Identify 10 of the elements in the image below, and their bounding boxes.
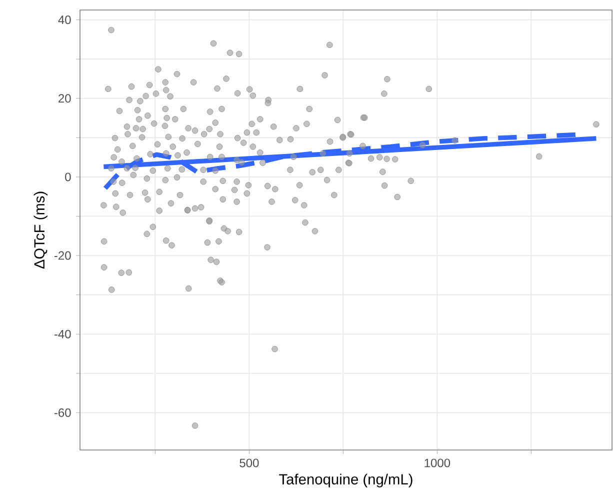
y-tick-label: -40 [54, 330, 71, 338]
x-axis-title: Tafenoquine (ng/mL) [279, 474, 412, 488]
y-tick-label: 0 [65, 172, 71, 182]
y-tick-label: -60 [54, 408, 71, 417]
x-tick-label: 500 [240, 458, 259, 468]
y-tick-label: 20 [58, 94, 71, 103]
y-axis-title: ΔQTcF (ms) [34, 192, 48, 269]
y-tick-label: -20 [54, 251, 71, 260]
x-tick-label: 1000 [424, 458, 450, 468]
y-tick-label: 40 [58, 16, 71, 24]
